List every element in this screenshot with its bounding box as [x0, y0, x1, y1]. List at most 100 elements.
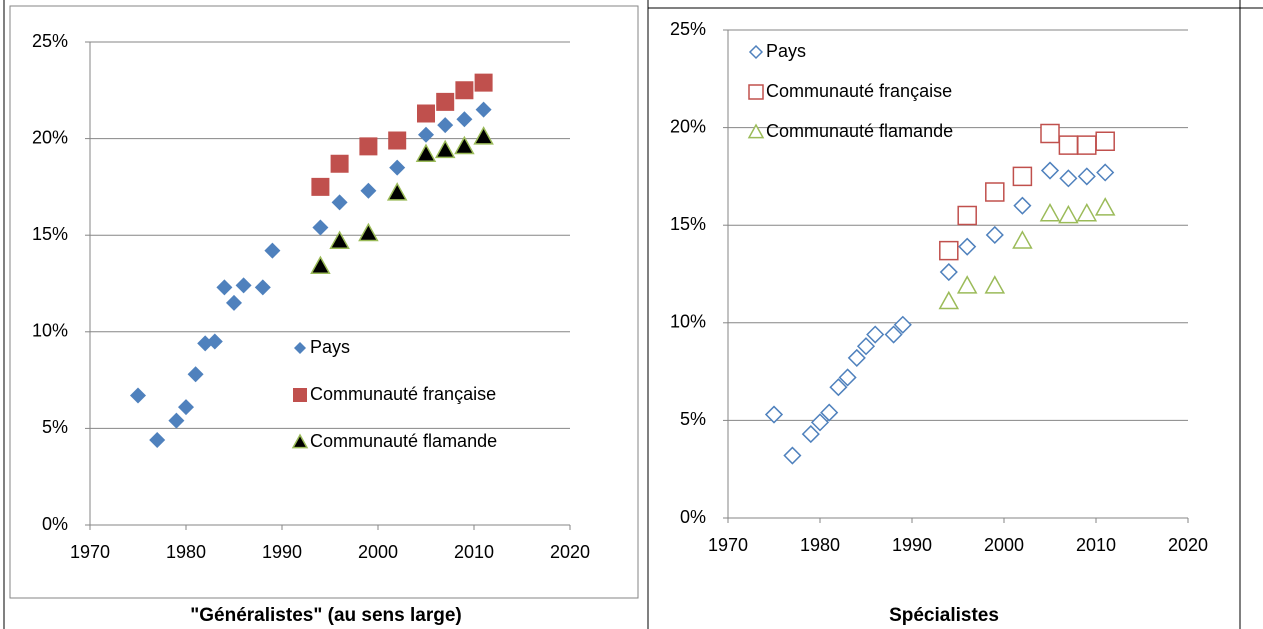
data-point: [893, 315, 912, 334]
y-tick-label: 5%: [42, 417, 68, 437]
data-point: [437, 117, 454, 134]
data-point: [312, 219, 329, 236]
data-point: [984, 275, 1006, 294]
data-point: [360, 182, 377, 199]
data-point: [829, 378, 848, 397]
data-point: [1039, 202, 1061, 222]
data-point: [168, 412, 185, 429]
data-point: [1077, 167, 1096, 186]
legend-marker: [748, 44, 764, 60]
data-point: [329, 230, 350, 249]
data-point: [866, 325, 885, 344]
x-tick-label: 2010: [1076, 535, 1116, 555]
data-point: [1077, 135, 1097, 155]
data-point: [838, 368, 857, 387]
data-point: [764, 405, 784, 424]
legend-marker: [291, 433, 309, 449]
y-tick-label: 10%: [32, 321, 68, 341]
data-point: [1012, 166, 1033, 187]
x-tick-label: 1980: [166, 542, 206, 562]
data-point: [939, 262, 958, 282]
data-point: [418, 126, 434, 143]
data-point: [1040, 161, 1060, 180]
data-point: [226, 294, 242, 311]
legend-label: Pays: [766, 41, 806, 61]
data-point: [359, 137, 378, 156]
data-point: [130, 387, 146, 404]
x-tick-label: 1990: [262, 542, 302, 562]
data-point: [1059, 169, 1078, 188]
data-point: [358, 222, 379, 242]
x-tick-label: 2000: [358, 542, 398, 562]
data-point: [783, 446, 802, 465]
data-point: [310, 255, 331, 275]
legend-label: Communauté flamande: [766, 121, 953, 141]
y-tick-label: 10%: [670, 312, 706, 332]
y-tick-label: 25%: [32, 31, 68, 51]
data-point: [956, 275, 978, 294]
y-tick-label: 20%: [32, 127, 68, 147]
legend-marker: [294, 342, 306, 354]
data-point: [475, 101, 492, 118]
legend-marker: [747, 123, 765, 139]
data-point: [455, 81, 474, 100]
legend-marker: [748, 84, 764, 100]
data-point: [856, 337, 876, 356]
chart-title: "Généralistes" (au sens large): [190, 605, 461, 626]
y-tick-label: 20%: [670, 116, 706, 136]
data-point: [473, 126, 494, 145]
y-tick-label: 0%: [42, 514, 68, 534]
data-point: [958, 237, 977, 256]
data-point: [938, 290, 960, 310]
data-point: [434, 139, 456, 159]
data-point: [1013, 196, 1032, 215]
data-point: [454, 135, 475, 155]
data-point: [254, 279, 271, 296]
data-point: [1076, 202, 1098, 222]
data-point: [216, 279, 233, 296]
y-tick-label: 15%: [32, 224, 68, 244]
x-tick-label: 2010: [454, 542, 494, 562]
data-point: [331, 194, 348, 211]
x-tick-label: 2000: [984, 535, 1024, 555]
data-point: [1058, 204, 1079, 224]
data-point: [264, 242, 281, 259]
data-point: [810, 413, 830, 432]
data-point: [801, 425, 820, 444]
data-point: [311, 177, 330, 196]
legend-label: Communauté française: [766, 81, 952, 101]
y-tick-label: 15%: [670, 214, 706, 234]
data-point: [436, 92, 455, 111]
legend-label: Communauté flamande: [310, 431, 497, 451]
data-point: [235, 277, 252, 294]
x-tick-label: 1990: [892, 535, 932, 555]
data-point: [1012, 230, 1033, 249]
data-point: [985, 225, 1004, 245]
x-tick-label: 2020: [550, 542, 590, 562]
data-point: [1096, 163, 1115, 182]
data-point: [149, 431, 166, 448]
legend-marker: [293, 388, 307, 402]
data-point: [206, 333, 223, 350]
data-point: [474, 73, 493, 92]
data-point: [1058, 135, 1079, 155]
data-point: [456, 111, 473, 128]
data-point: [417, 104, 435, 123]
data-point: [187, 366, 204, 383]
y-tick-label: 0%: [680, 507, 706, 527]
legend-label: Communauté française: [310, 384, 496, 404]
data-point: [985, 182, 1005, 202]
data-point: [178, 399, 194, 416]
data-point: [847, 348, 866, 367]
x-tick-label: 1970: [708, 535, 748, 555]
data-point: [388, 131, 407, 150]
y-tick-label: 5%: [680, 409, 706, 429]
data-point: [1040, 123, 1060, 144]
x-tick-label: 2020: [1168, 535, 1208, 555]
y-tick-label: 25%: [670, 19, 706, 39]
x-tick-label: 1970: [70, 542, 110, 562]
data-point: [330, 154, 349, 173]
legend-label: Pays: [310, 337, 350, 357]
data-point: [1095, 131, 1115, 152]
